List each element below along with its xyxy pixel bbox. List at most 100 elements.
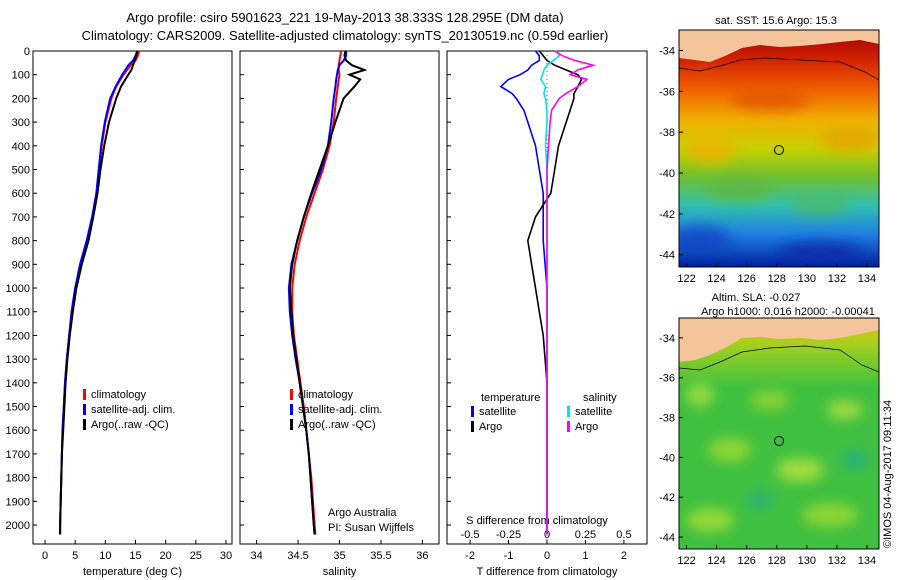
legend-swatch [290, 419, 293, 430]
x-tick-label: 15 [129, 550, 141, 562]
sla-map-subtitle: Argo h1000: 0.016 h2000: -0.00041 [701, 306, 875, 318]
map-y-tick-label: -34 [659, 45, 675, 57]
sla-shelf-contour [679, 345, 879, 373]
map-x-tick-label: 128 [768, 273, 786, 285]
profile-panels: 0100200300400500600700800900100011001200… [6, 46, 648, 578]
y-tick-label: 200 [12, 93, 30, 105]
y-tick-label: 1000 [6, 283, 30, 295]
sla-map: Altim. SLA: -0.027 Argo h1000: 0.016 h20… [659, 292, 880, 567]
legend-swatch [290, 389, 293, 400]
y-tick-label: 1700 [6, 449, 30, 461]
map-y-tick-label: -40 [659, 168, 675, 180]
x-tick-label: 1 [582, 550, 588, 562]
x-tick-label: 0 [42, 550, 48, 562]
x-tick-label: 2 [621, 550, 627, 562]
map-x-tick-label: 124 [707, 555, 725, 567]
figure-title-line1: Argo profile: csiro 5901623_221 19-May-2… [126, 10, 563, 25]
y-tick-label: 100 [12, 70, 30, 82]
map-x-tick-label: 134 [858, 555, 876, 567]
figure-title-line2: Climatology: CARS2009. Satellite-adjuste… [82, 28, 609, 43]
map-x-tick-label: 132 [828, 555, 846, 567]
legend-swatch [471, 406, 474, 417]
map-y-tick-label: -44 [659, 532, 675, 544]
x-tick-label: 25 [190, 550, 202, 562]
y-tick-label: 900 [12, 259, 30, 271]
map-y-tick-label: -42 [659, 209, 675, 221]
legend-label: satellite [479, 406, 516, 418]
sst-eddies [679, 90, 879, 262]
legend-swatch [83, 404, 86, 415]
sst-map-title: sat. SST: 15.6 Argo: 15.3 [715, 15, 837, 27]
x-tick-label: 35 [333, 550, 345, 562]
legend-swatch [471, 421, 474, 432]
map-x-tick-label: 128 [768, 555, 786, 567]
y-tick-label: 0 [24, 46, 30, 58]
y-tick-label: 1400 [6, 378, 30, 390]
sla-anomalies [686, 383, 869, 532]
y-tick-label: 500 [12, 165, 30, 177]
x-tick-label: 0 [544, 550, 550, 562]
y-tick-label: 1300 [6, 354, 30, 366]
legend-swatch [83, 389, 86, 400]
map-x-tick-label: 122 [677, 555, 695, 567]
sla-map-title: Altim. SLA: -0.027 [712, 292, 801, 304]
map-x-tick-label: 130 [798, 273, 816, 285]
y-tick-label: 700 [12, 212, 30, 224]
sst-float-marker [774, 145, 784, 155]
panel-temperature: 0100200300400500600700800900100011001200… [6, 46, 233, 578]
sst-map: sat. SST: 15.6 Argo: 15.3 122 124 126 128 13… [659, 15, 880, 285]
y-tick-label: 1800 [6, 473, 30, 485]
map-y-tick-label: -36 [659, 373, 675, 385]
y-tick-label: 400 [12, 141, 30, 153]
legend-label: Argo [479, 421, 502, 433]
plot-frame-salinity [239, 50, 440, 545]
panel-difference: -2 -1 0 1 2T difference from climatology -0.5… [446, 50, 648, 578]
x2-tick-label: 0.5 [616, 529, 631, 541]
imos-stamp: ©IMOS 04-Aug-2017 09:11:34 [882, 400, 894, 548]
x-tick-label: -2 [465, 550, 475, 562]
y-tick-label: 1900 [6, 496, 30, 508]
y-tick-label: 800 [12, 236, 30, 248]
credit-program: Argo Australia [328, 507, 397, 519]
x-tick-label: 10 [99, 550, 111, 562]
legend-label: satellite-adj. clim. [298, 404, 382, 416]
legend-swatch [290, 404, 293, 415]
y-tick-label: 1600 [6, 425, 30, 437]
series-line-difference-3 [546, 50, 597, 535]
x-tick-label: 20 [160, 550, 172, 562]
sla-float-marker [774, 436, 784, 446]
x2-tick-label: 0.25 [575, 529, 596, 541]
map-y-tick-label: -38 [659, 127, 675, 139]
y-tick-label: 600 [12, 188, 30, 200]
series-line-salinity-2 [288, 50, 368, 535]
map-x-tick-label: 134 [858, 273, 876, 285]
map-y-tick-label: -34 [659, 333, 675, 345]
panel-salinity: 34 34.5 35 35.5 36 salinity climatology satelli… [239, 50, 440, 578]
x2-tick-label: -0.5 [461, 529, 480, 541]
x2-axis-label: S difference from climatology [466, 515, 608, 527]
plot-frame-temperature [32, 50, 233, 545]
legend-label: satellite [575, 406, 612, 418]
x-tick-label: -1 [504, 550, 514, 562]
map-x-tick-label: 122 [677, 273, 695, 285]
map-x-tick-label: 126 [737, 555, 755, 567]
sst-shelf-contour [679, 57, 879, 81]
legend-swatch [83, 419, 86, 430]
map-x-tick-label: 126 [737, 273, 755, 285]
y-tick-label: 1100 [6, 307, 30, 319]
map-y-tick-label: -42 [659, 492, 675, 504]
legend-swatch [567, 421, 570, 432]
y-tick-label: 300 [12, 117, 30, 129]
x-axis-label: T difference from climatology [477, 566, 618, 578]
map-y-tick-label: -38 [659, 413, 675, 425]
x-tick-label: 30 [220, 550, 232, 562]
x-tick-label: 34 [250, 550, 262, 562]
y-tick-label: 2000 [6, 520, 30, 532]
legend-label: climatology [91, 389, 147, 401]
legend-label: climatology [298, 389, 354, 401]
x-tick-label: 36 [416, 550, 428, 562]
y-tick-label: 1200 [6, 330, 30, 342]
map-y-tick-label: -40 [659, 452, 675, 464]
credit-pi: PI: Susan Wijffels [328, 522, 414, 534]
